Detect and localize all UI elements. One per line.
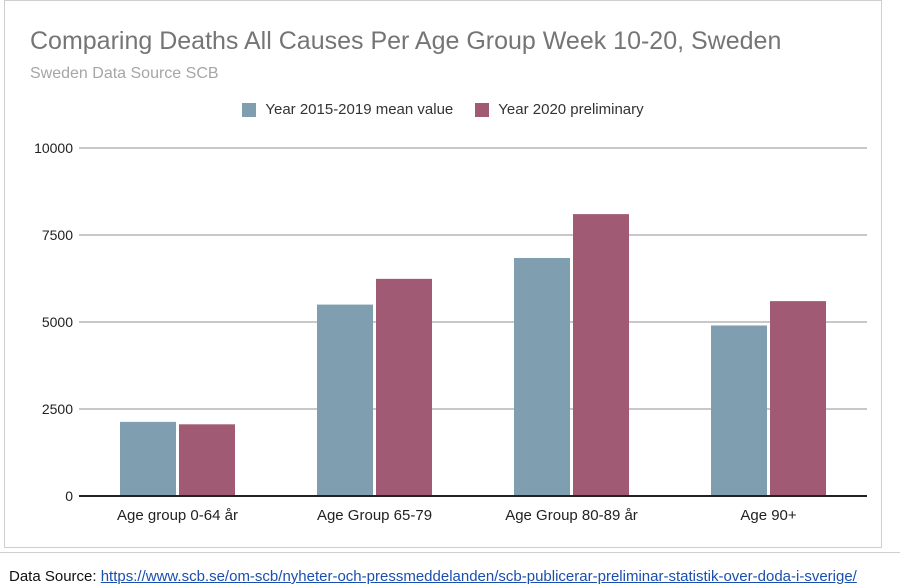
bar-2015-2019-0 [120,421,176,496]
x-category-label-0: Age group 0-64 år [117,507,238,524]
legend-swatch-2015-2019 [242,102,257,117]
data-source-link[interactable]: https://www.scb.se/om-scb/nyheter-och-pr… [100,568,857,585]
chart-subtitle: Sweden Data Source SCB [30,65,219,82]
legend: Year 2015-2019 mean value Year 2020 prel… [5,101,881,118]
y-tick-label-5000: 5000 [42,314,73,330]
bar-2015-2019-1 [317,304,373,496]
legend-item-2020[interactable]: Year 2020 preliminary [475,101,644,118]
bar-2015-2019-3 [711,325,767,496]
y-tick-label-0: 0 [65,488,73,504]
x-category-label-1: Age Group 65-79 [317,507,432,524]
footer-divider [0,552,900,553]
legend-swatch-2020 [475,102,490,117]
y-tick-label-7500: 7500 [42,227,73,243]
legend-item-2015-2019[interactable]: Year 2015-2019 mean value [242,101,453,118]
x-category-label-2: Age Group 80-89 år [505,507,638,524]
bar-2015-2019-2 [514,257,570,496]
bar-2020-3 [770,301,826,496]
y-tick-label-10000: 10000 [34,140,73,156]
chart-title: Comparing Deaths All Causes Per Age Grou… [30,27,782,55]
bar-2020-1 [376,278,432,496]
legend-label-2015-2019: Year 2015-2019 mean value [265,101,454,118]
data-source-label: Data Source: [9,568,101,585]
bar-chart-plot: 0 2500 5000 7500 10000 Age group 0-64 år Age G… [34,140,867,524]
x-category-label-3: Age 90+ [740,507,797,524]
legend-label-2020: Year 2020 preliminary [498,101,644,118]
data-source-footer: Data Source: https://www.scb.se/om-scb/n… [9,568,857,585]
bar-2020-2 [573,214,629,496]
chart-card: Comparing Deaths All Causes Per Age Grou… [4,0,882,548]
bar-2020-0 [179,424,235,496]
y-tick-label-2500: 2500 [42,401,73,417]
